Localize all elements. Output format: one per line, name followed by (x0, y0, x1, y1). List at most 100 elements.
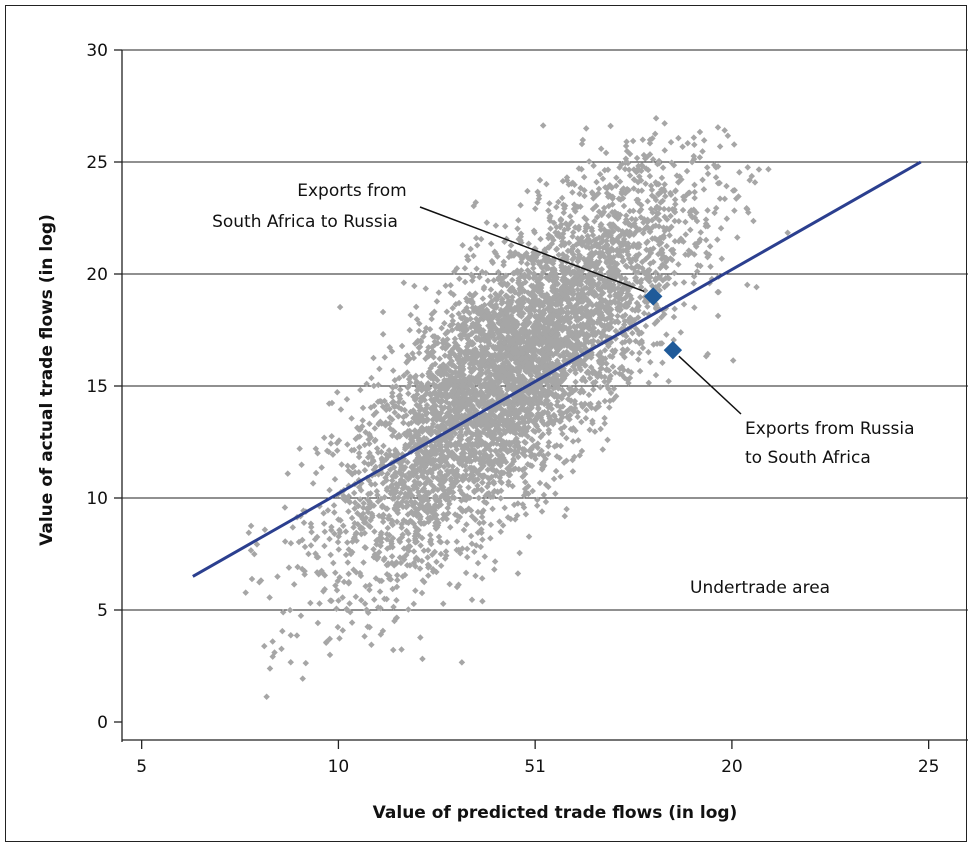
scatter-point (425, 572, 432, 579)
scatter-point (477, 235, 485, 243)
scatter-point (475, 494, 483, 502)
scatter-point (501, 504, 508, 512)
scatter-point (592, 378, 599, 386)
scatter-point (346, 600, 353, 607)
scatter-point (405, 390, 412, 397)
scatter-point (487, 521, 495, 529)
scatter-point (605, 202, 613, 210)
scatter-point (422, 285, 430, 292)
scatter-point (359, 417, 366, 424)
scatter-point (492, 222, 500, 229)
scatter-point (393, 596, 400, 604)
scatter-point (359, 404, 367, 412)
scatter-point (455, 299, 463, 307)
scatter-point (433, 558, 440, 566)
scatter-point (370, 354, 377, 362)
scatter-point (591, 217, 598, 225)
scatter-point (671, 196, 679, 203)
scatter-point (651, 130, 659, 138)
scatter-point (368, 374, 375, 382)
scatter-point (355, 502, 362, 510)
scatter-point (389, 646, 397, 654)
scatter-point (665, 206, 673, 213)
scatter-point (312, 469, 320, 477)
scatter-point (690, 280, 698, 287)
scatter-point (750, 217, 757, 225)
scatter-point (296, 445, 303, 452)
scatter-point (696, 128, 704, 136)
scatter-point (404, 561, 411, 569)
scatter-point (550, 411, 558, 419)
scatter-point (297, 612, 305, 620)
scatter-point (497, 495, 504, 502)
scatter-point (491, 558, 499, 565)
scatter-point (671, 280, 679, 287)
scatter-point (665, 378, 672, 385)
scatter-point (679, 143, 686, 150)
scatter-point (305, 550, 312, 558)
scatter-point (569, 233, 576, 240)
scatter-point (590, 162, 597, 169)
scatter-point (670, 336, 677, 344)
scatter-point (471, 548, 478, 555)
scatter-point (327, 551, 334, 559)
scatter-point (479, 597, 486, 605)
scatter-point (335, 546, 343, 553)
scatter-point (298, 461, 305, 469)
scatter-point (337, 406, 345, 413)
scatter-point (545, 439, 553, 446)
scatter-point (729, 357, 737, 364)
scatter-point (555, 251, 563, 259)
scatter-point (703, 164, 711, 171)
scatter-point (321, 542, 328, 550)
scatter-point (490, 277, 498, 284)
scatter-point (672, 187, 679, 195)
scatter-point (352, 593, 360, 600)
scatter-point (420, 578, 428, 586)
scatter-point (478, 513, 486, 521)
scatter-point (389, 389, 396, 397)
scatter-point (436, 355, 443, 363)
scatter-point (468, 472, 475, 480)
scatter-point (663, 331, 670, 338)
scatter-point (622, 142, 630, 150)
scatter-point (326, 651, 334, 659)
scatter-point (672, 200, 679, 208)
scatter-point (714, 236, 721, 243)
scatter-point (690, 273, 698, 280)
scatter-point (497, 528, 505, 535)
scatter-point (712, 174, 720, 181)
scatter-point (446, 580, 453, 588)
scatter-point (522, 511, 530, 518)
scatter-point (417, 634, 424, 641)
scatter-point (690, 134, 698, 141)
scatter-point (302, 659, 310, 667)
scatter-point (476, 273, 483, 281)
scatter-point (648, 186, 656, 194)
scatter-point (744, 281, 751, 289)
scatter-point (691, 194, 698, 202)
scatter-point (360, 559, 367, 566)
scatter-point (281, 504, 289, 511)
scatter-point (700, 137, 708, 144)
scatter-point (580, 173, 588, 181)
scatter-point (343, 605, 350, 613)
scatter-point (589, 231, 597, 239)
scatter-point (637, 293, 644, 301)
scatter-point (400, 372, 408, 379)
scatter-point (461, 278, 469, 286)
scatter-point (563, 505, 570, 513)
scatter-point (266, 665, 274, 672)
scatter-point (723, 215, 731, 222)
scatter-point (652, 115, 660, 122)
scatter-point (558, 194, 566, 202)
scatter-point (552, 467, 560, 475)
scatter-point (410, 600, 418, 608)
scatter-point (383, 530, 391, 538)
scatter-point (348, 415, 355, 422)
scatter-point (546, 272, 554, 279)
scatter-point (355, 449, 363, 457)
scatter-point (547, 225, 554, 232)
scatter-point (459, 242, 466, 249)
scatter-point (569, 189, 576, 196)
